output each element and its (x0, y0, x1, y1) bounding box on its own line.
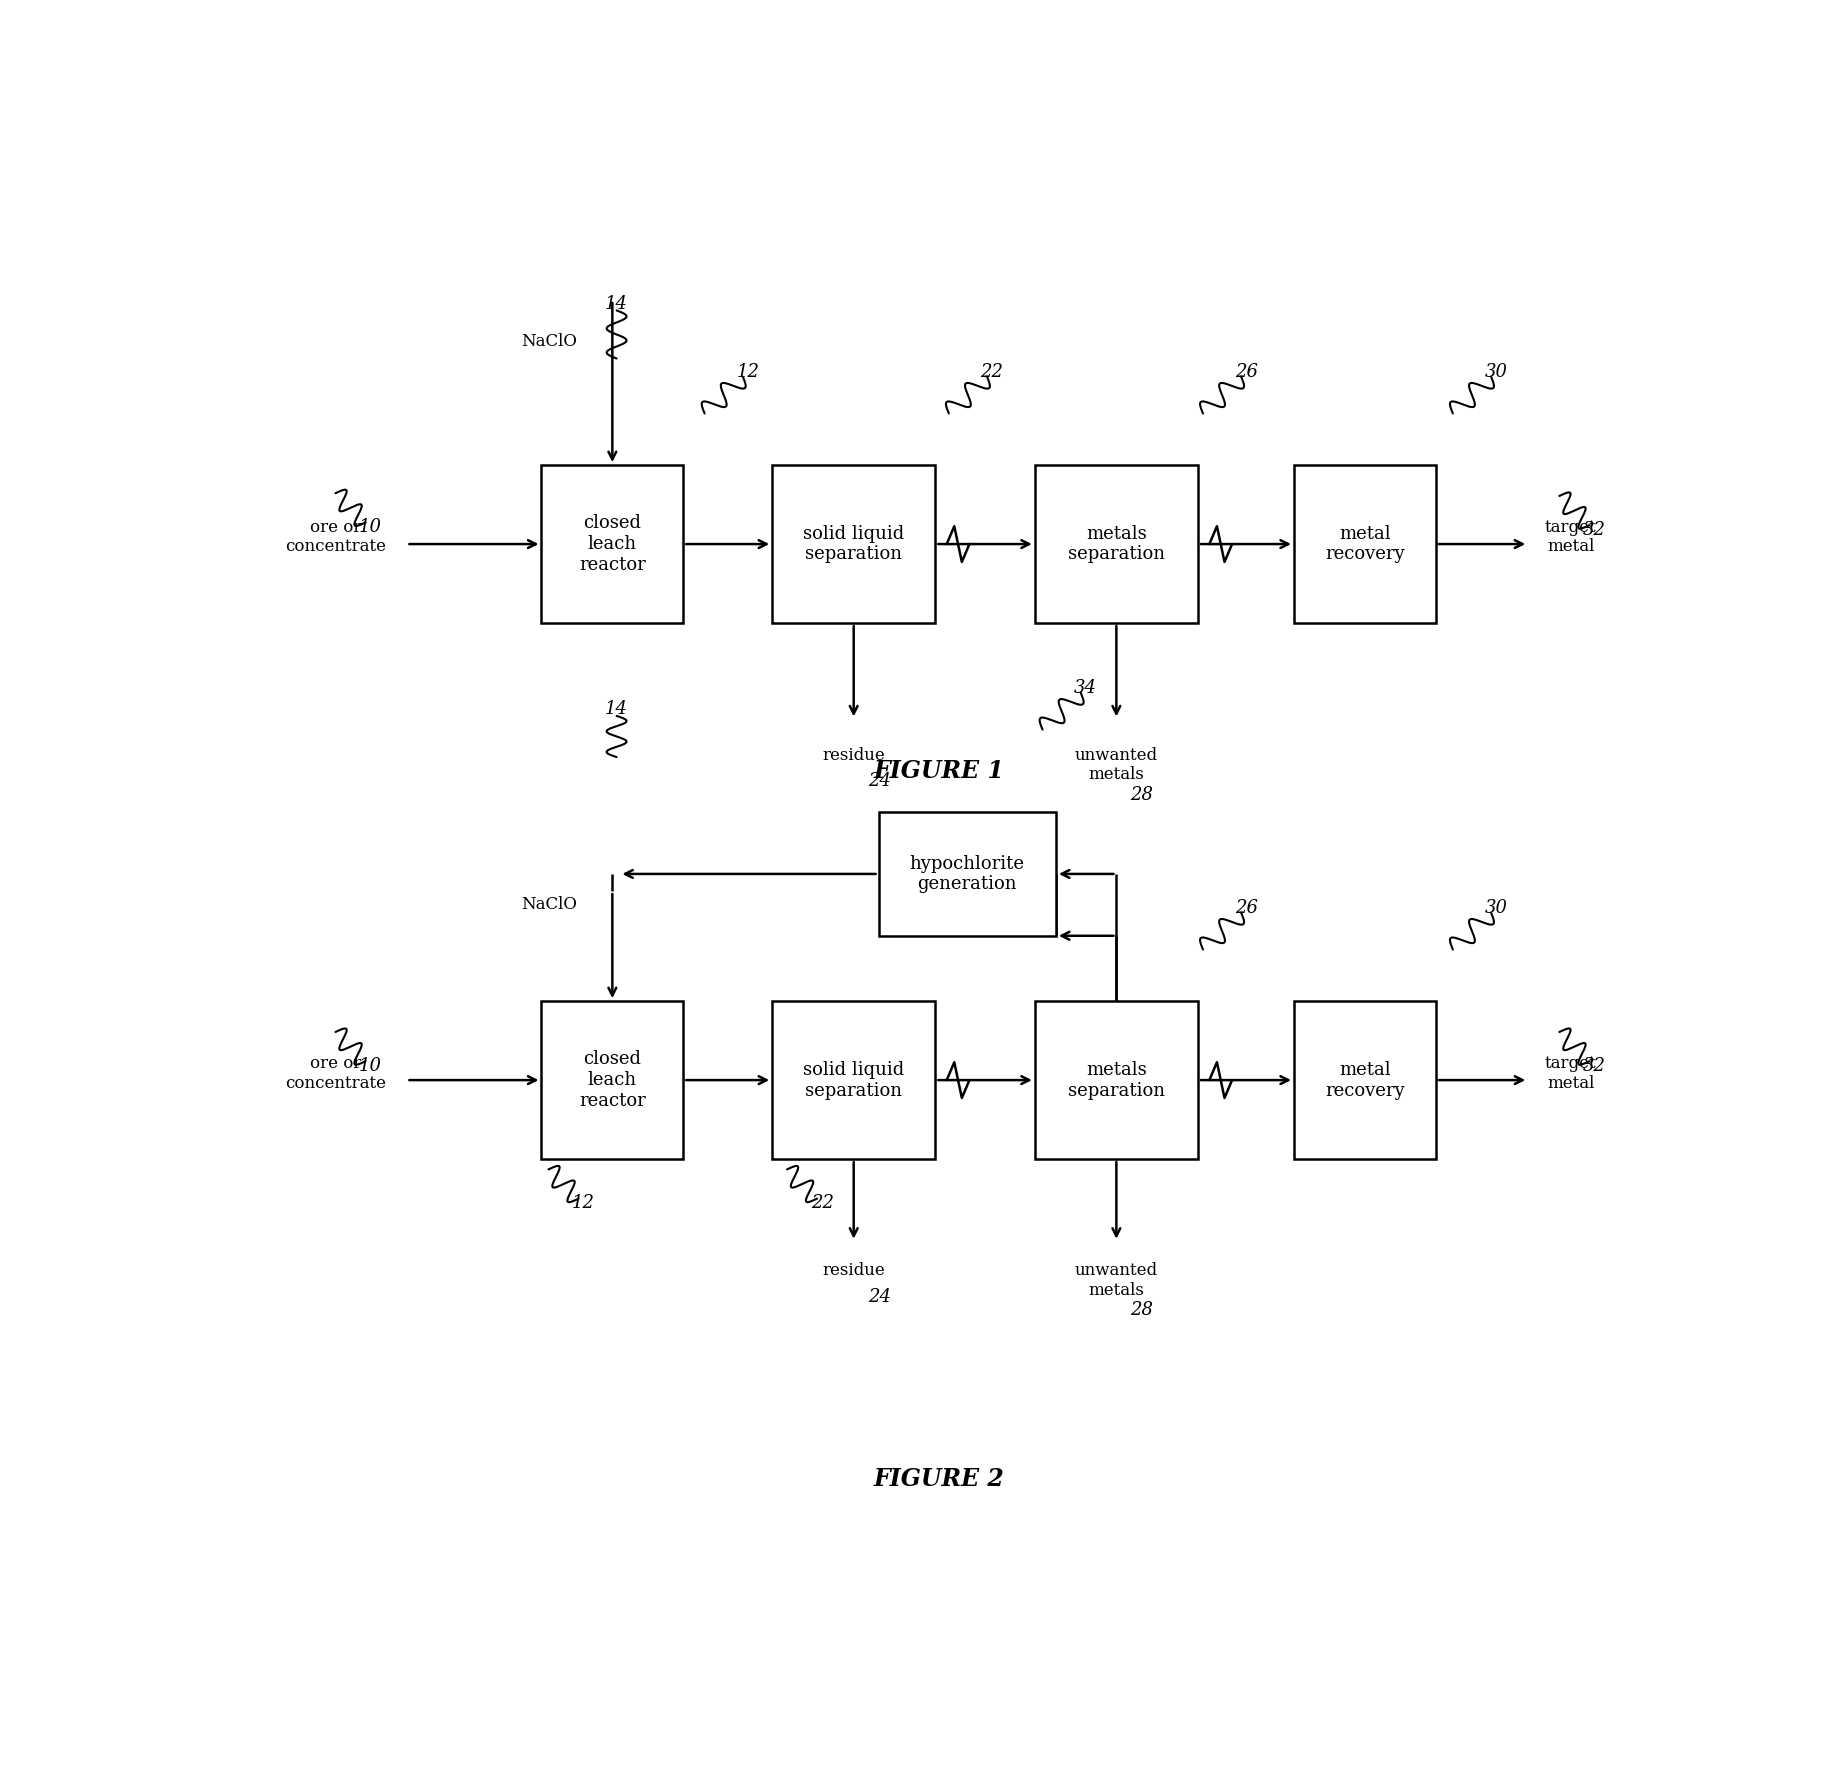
Text: 14: 14 (605, 295, 628, 312)
Text: 22: 22 (810, 1194, 834, 1212)
Text: 10: 10 (359, 1057, 383, 1075)
Text: 26: 26 (1235, 898, 1257, 917)
Text: 12: 12 (736, 362, 758, 380)
Text: residue: residue (823, 1262, 885, 1280)
Text: unwanted
metals: unwanted metals (1075, 1262, 1158, 1299)
Text: metal
recovery: metal recovery (1325, 1060, 1405, 1100)
Text: FIGURE 2: FIGURE 2 (874, 1467, 1004, 1490)
Text: metals
separation: metals separation (1068, 1060, 1165, 1100)
Text: 34: 34 (1074, 678, 1097, 696)
Text: 28: 28 (1130, 785, 1154, 803)
Bar (542, 1001, 683, 1158)
Text: hypochlorite
generation: hypochlorite generation (911, 855, 1024, 892)
Text: NaClO: NaClO (520, 332, 577, 350)
Text: 24: 24 (868, 1287, 890, 1305)
Text: ore or
concentrate: ore or concentrate (286, 1055, 387, 1092)
Text: 30: 30 (1484, 362, 1508, 380)
Text: solid liquid
separation: solid liquid separation (802, 1060, 905, 1100)
Text: 22: 22 (980, 362, 1004, 380)
Bar (771, 466, 936, 623)
Text: 24: 24 (868, 773, 890, 791)
Text: 12: 12 (572, 1194, 595, 1212)
Text: 32: 32 (1583, 1057, 1607, 1075)
Text: residue: residue (823, 746, 885, 764)
Text: ore or
concentrate: ore or concentrate (286, 519, 387, 555)
Text: 32: 32 (1583, 521, 1607, 539)
Text: 14: 14 (605, 700, 628, 718)
Text: target
metal: target metal (1544, 519, 1596, 555)
Text: NaClO: NaClO (520, 896, 577, 914)
Bar (1035, 466, 1198, 623)
Text: 28: 28 (1130, 1301, 1154, 1319)
Bar (1293, 466, 1436, 623)
Text: unwanted
metals: unwanted metals (1075, 746, 1158, 784)
Bar (771, 1001, 936, 1158)
Text: 26: 26 (1235, 362, 1257, 380)
Bar (1293, 1001, 1436, 1158)
Text: 10: 10 (359, 518, 383, 536)
Text: metal
recovery: metal recovery (1325, 525, 1405, 564)
Text: closed
leach
reactor: closed leach reactor (579, 1050, 645, 1110)
Bar (542, 466, 683, 623)
Text: target
metal: target metal (1544, 1055, 1596, 1092)
Text: closed
leach
reactor: closed leach reactor (579, 514, 645, 573)
Text: metals
separation: metals separation (1068, 525, 1165, 564)
Text: FIGURE 1: FIGURE 1 (874, 759, 1004, 784)
Bar (879, 812, 1055, 935)
Text: 30: 30 (1484, 898, 1508, 917)
Text: solid liquid
separation: solid liquid separation (802, 525, 905, 564)
Bar (1035, 1001, 1198, 1158)
